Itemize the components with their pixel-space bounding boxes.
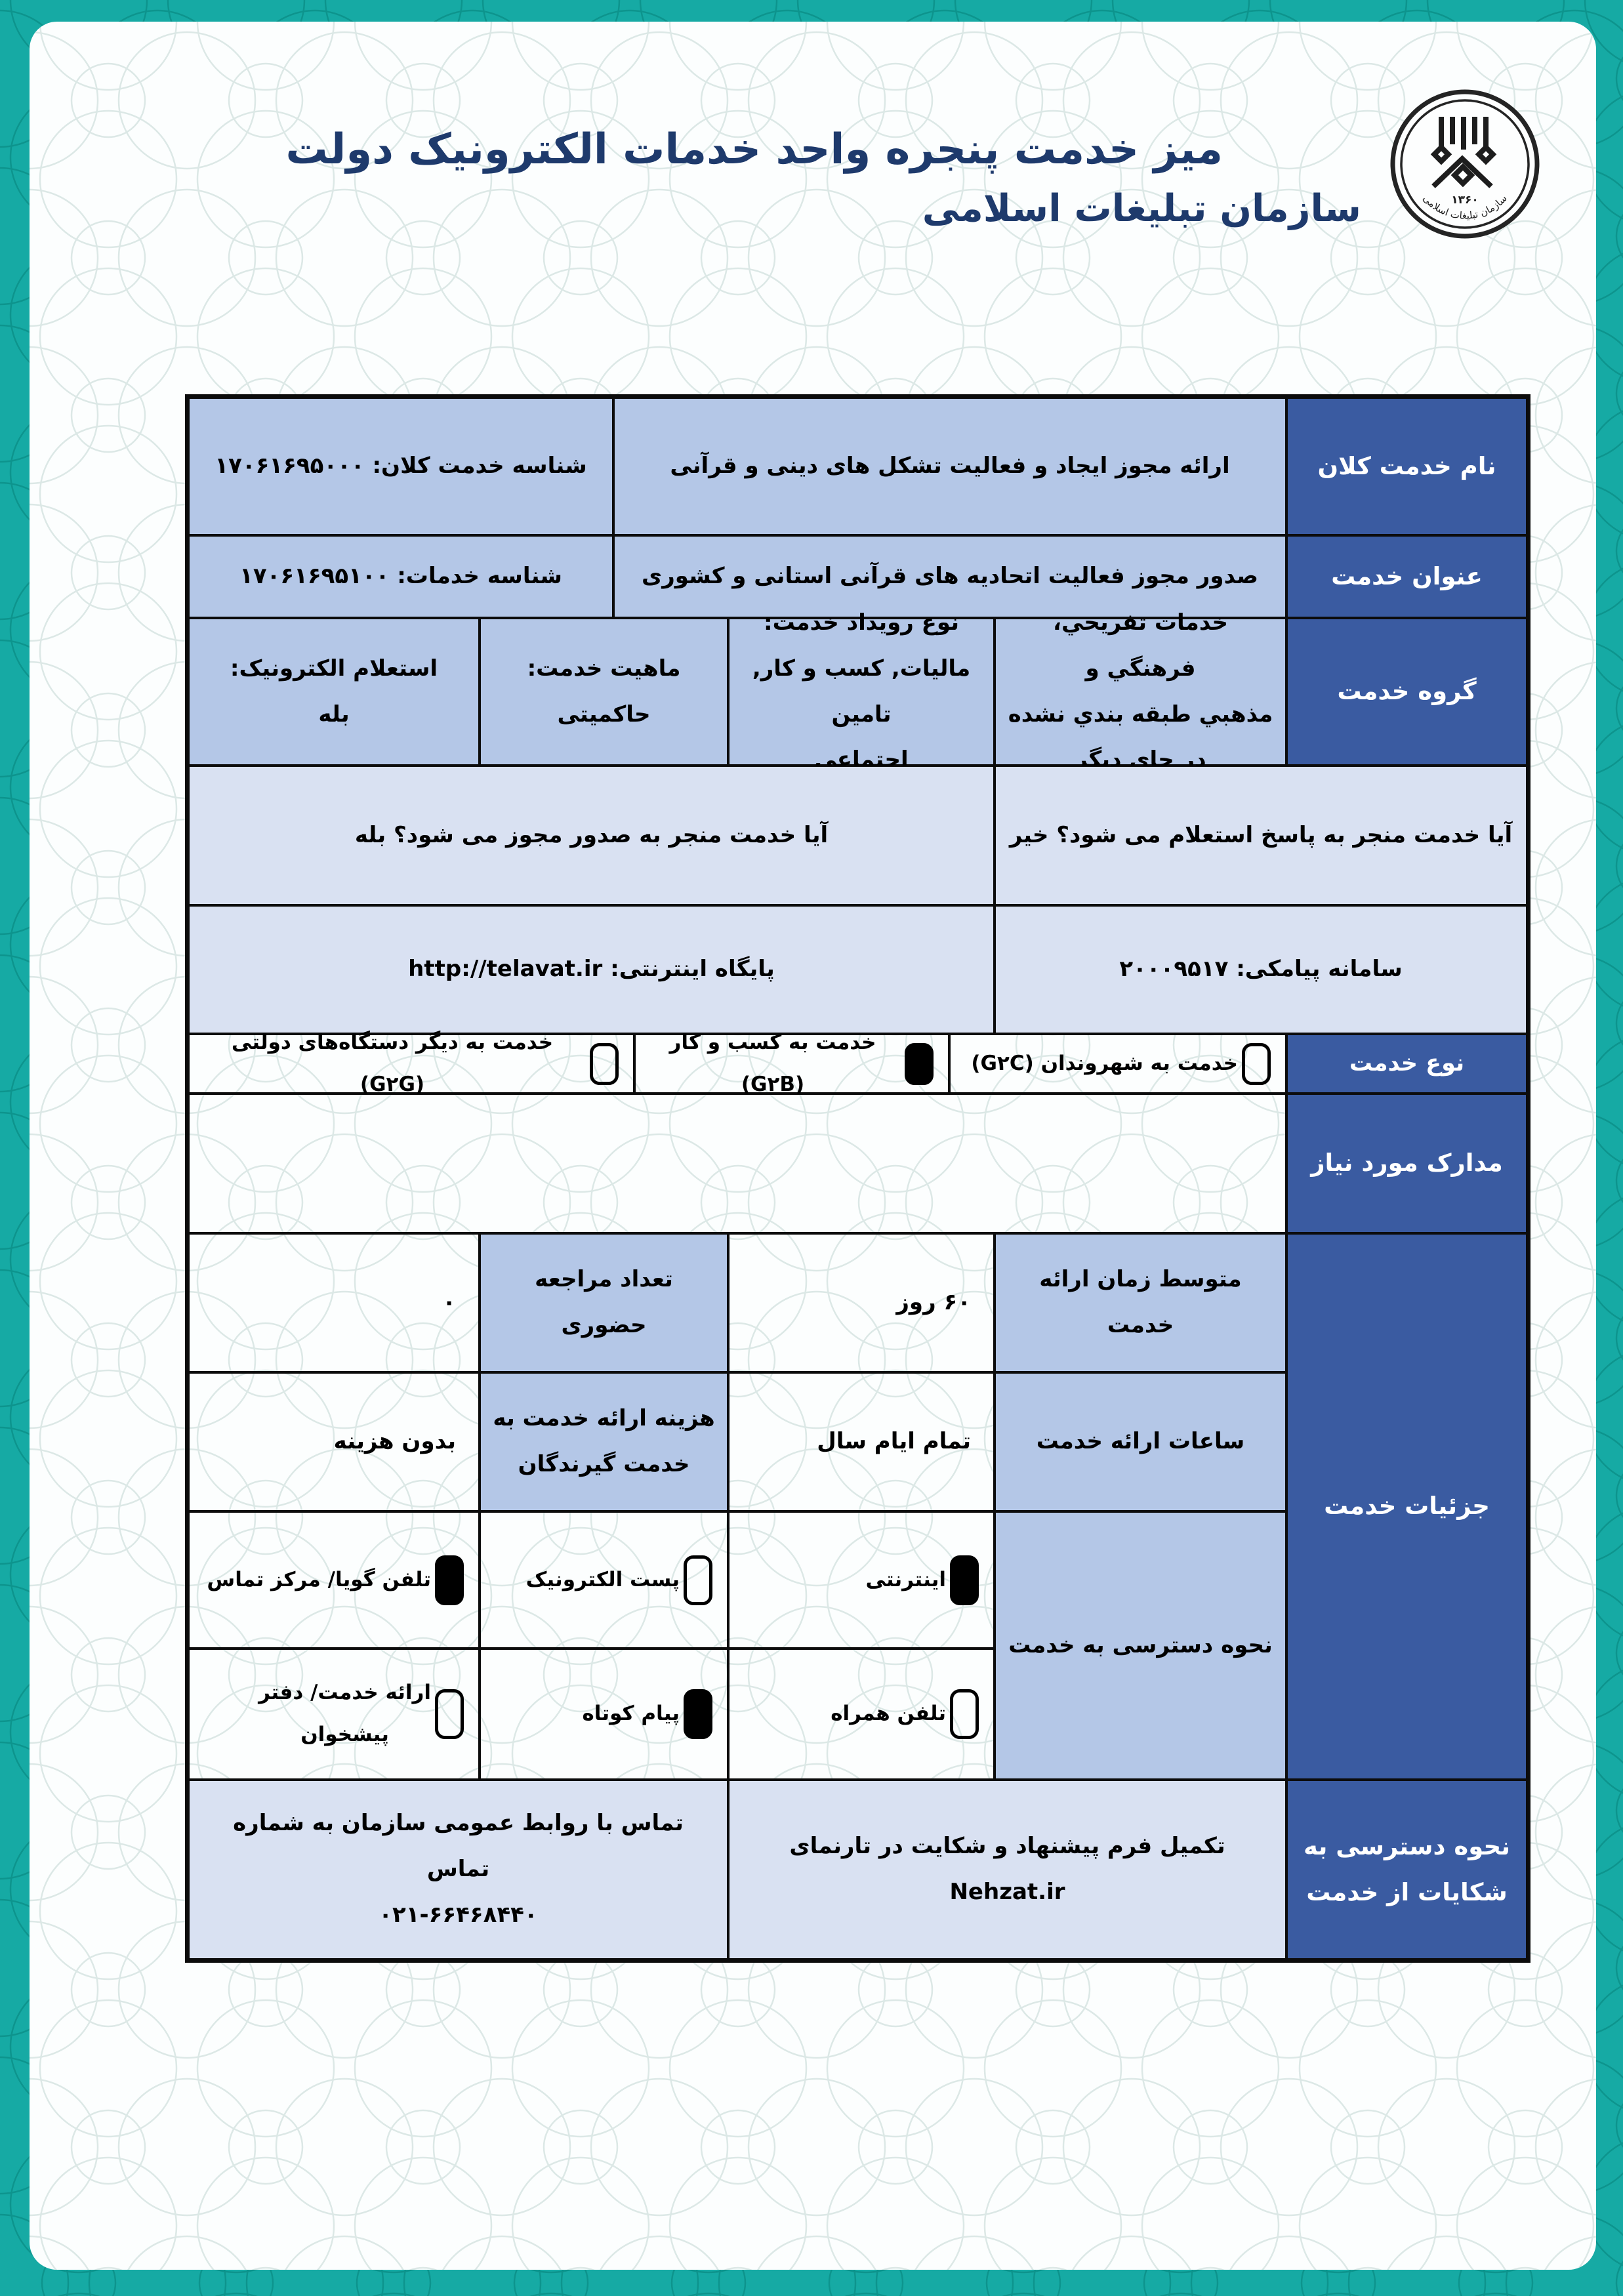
checkbox-g2b[interactable]: [905, 1042, 934, 1085]
checkbox-g2c-label: خدمت به شهروندان (G۲C): [971, 1051, 1238, 1075]
checkbox-internet[interactable]: [950, 1555, 979, 1605]
checkbox-sms[interactable]: [684, 1689, 712, 1739]
license-question: آیا خدمت منجر به صدور مجوز می شود؟ بله: [188, 766, 995, 905]
logo-year: ۱۳۶۰: [1451, 194, 1479, 207]
row-label-service-type: نوع خدمت: [1286, 1034, 1527, 1094]
checkbox-counter-office[interactable]: [435, 1689, 464, 1739]
page-title: میز خدمت پنجره واحد خدمات الکترونیک دولت: [285, 125, 1223, 174]
checkbox-mobile[interactable]: [950, 1689, 979, 1739]
checkbox-counter-office-label: ارائه خدمت/ دفتر پیشخوان: [258, 1681, 431, 1746]
access-ivr: تلفن گویا/ مرکز تماس: [188, 1511, 480, 1649]
checkbox-g2c[interactable]: [1242, 1042, 1271, 1085]
service-event-type: نوع رویداد خدمت: مالیات, کسب و کار, تامی…: [728, 609, 995, 773]
website-address: پایگاه اینترنتی: http://telavat.ir: [188, 905, 995, 1034]
macro-service-id: شناسه خدمت کلان: ۱۷۰۶۱۶۹۵۰۰۰: [188, 398, 613, 535]
row-label-service-details: جزئیات خدمت: [1286, 1233, 1527, 1780]
row-label-macro-service: نام خدمت کلان: [1286, 398, 1527, 535]
organization-name: سازمان تبلیغات اسلامی: [922, 187, 1361, 230]
checkbox-g2b-label: خدمت به کسب و کار (G۲B): [669, 1030, 876, 1096]
access-email: پست الکترونیک: [480, 1511, 728, 1649]
cost-value: بدون هزینه: [188, 1372, 480, 1511]
service-title-id: شناسه خدمات: ۱۷۰۶۱۶۹۵۱۰۰: [188, 535, 613, 618]
inquiry-question: آیا خدمت منجر به پاسخ استعلام می شود؟ خی…: [995, 766, 1527, 905]
service-title-value: صدور مجوز فعالیت اتحادیه های قرآنی استان…: [613, 535, 1286, 618]
row-label-required-documents: مدارک مورد نیاز: [1286, 1094, 1527, 1233]
avg-time-value: ۶۰ روز: [728, 1233, 995, 1372]
electronic-inquiry: استعلام الکترونیک: بله: [188, 618, 480, 766]
access-sms: پیام کوتاه: [480, 1649, 728, 1780]
checkbox-ivr[interactable]: [435, 1555, 464, 1605]
row-label-complaints: نحوه دسترسی به شکایات از خدمت: [1286, 1780, 1527, 1959]
checkbox-internet-label: اینترنتی: [865, 1567, 946, 1591]
avg-time-label: متوسط زمان ارائه خدمت: [995, 1233, 1286, 1372]
checkbox-g2g-label: خدمت به دیگر دستگاه‌های دولتی (G۲G): [231, 1030, 554, 1096]
complaints-phone: تماس با روابط عمومی سازمان به شماره تماس…: [188, 1780, 728, 1959]
checkbox-ivr-label: تلفن گویا/ مرکز تماس: [207, 1567, 431, 1591]
checkbox-email-label: پست الکترونیک: [525, 1567, 680, 1591]
service-group-category: خدمات تفریحي، فرهنگي و مذهبي طبقه بندي ن…: [995, 609, 1286, 773]
service-type-g2b: خدمت به کسب و کار (G۲B): [634, 1031, 949, 1096]
service-nature: ماهیت خدمت: حاکمیتی: [480, 618, 728, 766]
complaints-form: تکمیل فرم پیشنهاد و شکایت در تارنمای Neh…: [728, 1780, 1286, 1959]
visits-value: ۰: [188, 1233, 480, 1372]
required-documents-value: [188, 1094, 1286, 1233]
row-label-service-group: گروه خدمت: [1286, 618, 1527, 766]
checkbox-sms-label: پیام کوتاه: [582, 1702, 680, 1726]
organization-seal-logo: ۱۳۶۰ سازمان تبلیغات اسلامی: [1390, 89, 1540, 239]
access-mobile: تلفن همراه: [728, 1649, 995, 1780]
visits-label: تعداد مراجعه حضوری: [480, 1233, 728, 1372]
sms-system: سامانه پیامکی: ۲۰۰۰۹۵۱۷: [995, 905, 1527, 1034]
checkbox-mobile-label: تلفن همراه: [831, 1702, 946, 1726]
cost-label: هزینه ارائه خدمت به خدمت گیرندگان: [480, 1372, 728, 1511]
checkbox-email[interactable]: [684, 1555, 712, 1605]
access-counter-office: ارائه خدمت/ دفتر پیشخوان: [188, 1649, 480, 1780]
service-type-g2c: خدمت به شهروندان (G۲C): [949, 1034, 1286, 1094]
row-label-service-title: عنوان خدمت: [1286, 535, 1527, 618]
hours-label: ساعات ارائه خدمت: [995, 1372, 1286, 1511]
kufic-calligraphy-icon: [1430, 117, 1497, 188]
checkbox-g2g[interactable]: [590, 1042, 619, 1085]
macro-service-value: ارائه مجوز ایجاد و فعالیت تشکل های دینی …: [613, 398, 1286, 535]
hours-value: تمام ایام سال: [728, 1372, 995, 1511]
service-type-g2g: خدمت به دیگر دستگاه‌های دولتی (G۲G): [188, 1031, 634, 1096]
access-internet: اینترنتی: [728, 1511, 995, 1649]
access-method-label: نحوه دسترسی به خدمت: [995, 1511, 1286, 1780]
document-card: میز خدمت پنجره واحد خدمات الکترونیک دولت…: [30, 22, 1596, 2270]
